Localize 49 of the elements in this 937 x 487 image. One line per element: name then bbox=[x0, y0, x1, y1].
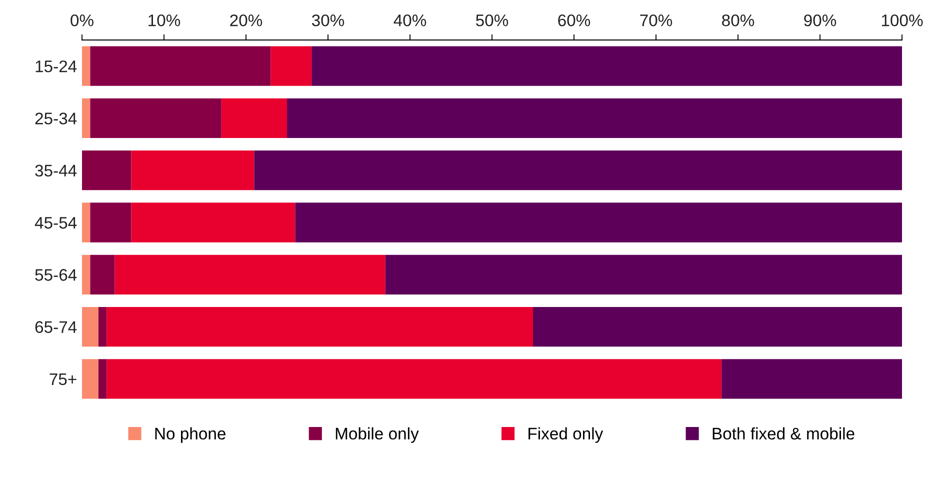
bar bbox=[254, 150, 902, 190]
y-tick-label: 55-64 bbox=[35, 269, 77, 281]
bar bbox=[82, 359, 98, 399]
bar bbox=[221, 98, 287, 138]
bar bbox=[90, 202, 132, 242]
bar bbox=[82, 202, 90, 242]
bar bbox=[90, 46, 271, 86]
bar bbox=[82, 254, 90, 294]
bar bbox=[131, 202, 296, 242]
y-tick-label: 15-24 bbox=[36, 60, 77, 72]
bar bbox=[82, 306, 98, 347]
y-tick-label: 45-54 bbox=[34, 217, 77, 229]
x-tick-label: 60% bbox=[558, 14, 590, 26]
bar bbox=[82, 150, 132, 190]
bar bbox=[287, 98, 902, 138]
bar bbox=[106, 306, 533, 347]
legend-label: Fixed only bbox=[528, 427, 604, 443]
legend-label: Both fixed & mobile bbox=[712, 427, 854, 440]
x-tick-label: 100% bbox=[882, 14, 923, 26]
x-tick-label: 10% bbox=[148, 14, 180, 26]
x-tick-label: 70% bbox=[640, 14, 672, 26]
y-tick-label: 25-34 bbox=[35, 112, 77, 124]
y-tick-label: 75+ bbox=[50, 374, 76, 386]
y-tick-label: 35-44 bbox=[35, 164, 77, 177]
legend-label: Mobile only bbox=[336, 427, 419, 443]
bar bbox=[82, 46, 90, 86]
bar bbox=[312, 46, 902, 86]
bar bbox=[533, 306, 902, 347]
bar bbox=[90, 98, 222, 138]
x-tick-label: 90% bbox=[804, 14, 836, 26]
bar bbox=[98, 306, 107, 347]
bar bbox=[106, 359, 722, 399]
x-tick-label: 50% bbox=[476, 14, 508, 26]
bar bbox=[98, 359, 107, 399]
bar bbox=[295, 202, 902, 242]
bar bbox=[131, 150, 254, 190]
x-tick-label: 30% bbox=[312, 14, 344, 26]
bar bbox=[385, 254, 902, 294]
bar bbox=[82, 98, 90, 138]
legend-label: No phone bbox=[155, 427, 226, 443]
bar bbox=[270, 46, 312, 86]
x-tick-label: 40% bbox=[394, 14, 426, 26]
bar bbox=[114, 254, 386, 294]
y-tick-label: 65-74 bbox=[35, 321, 77, 333]
x-tick-label: 0% bbox=[70, 14, 94, 26]
x-tick-label: 80% bbox=[722, 14, 754, 26]
bar bbox=[722, 359, 902, 399]
x-tick-label: 20% bbox=[230, 14, 262, 26]
bar bbox=[90, 254, 115, 294]
